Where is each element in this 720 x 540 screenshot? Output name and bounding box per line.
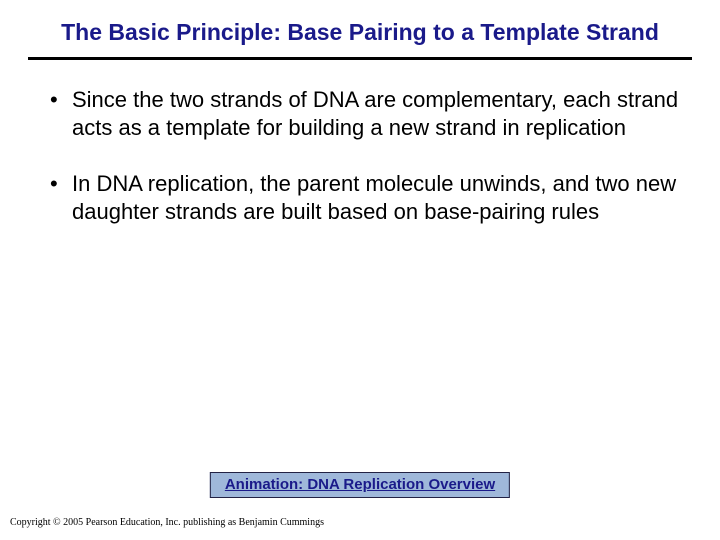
bullet-list: Since the two strands of DNA are complem… [28, 86, 692, 227]
bullet-item: In DNA replication, the parent molecule … [50, 170, 684, 226]
slide-title: The Basic Principle: Base Pairing to a T… [38, 18, 682, 47]
title-divider [28, 57, 692, 60]
slide: The Basic Principle: Base Pairing to a T… [0, 0, 720, 540]
copyright-text: Copyright © 2005 Pearson Education, Inc.… [10, 517, 324, 528]
bullet-item: Since the two strands of DNA are complem… [50, 86, 684, 142]
animation-link-container: Animation: DNA Replication Overview [210, 472, 510, 498]
animation-link[interactable]: Animation: DNA Replication Overview [210, 472, 510, 498]
